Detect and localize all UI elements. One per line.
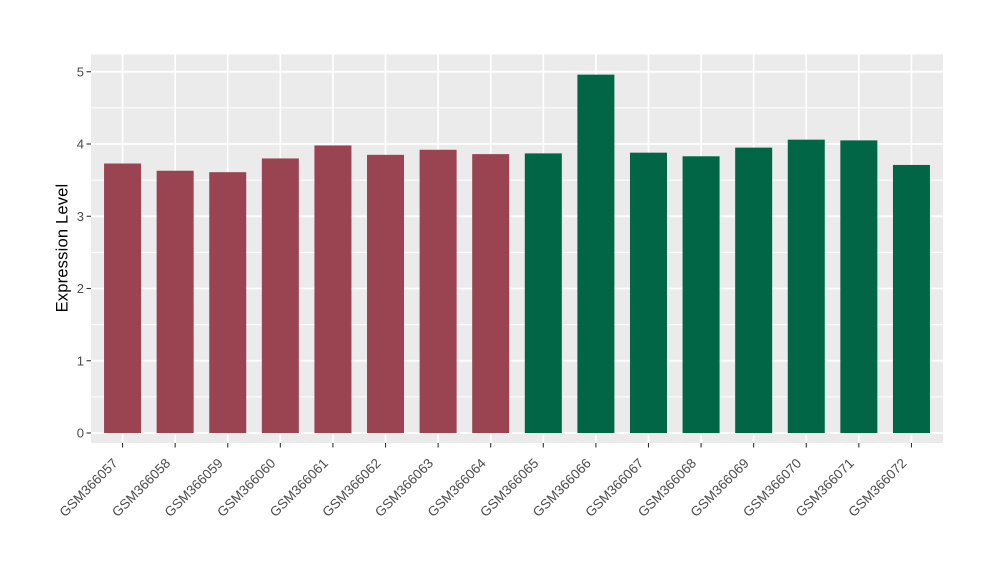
bar-GSM366068 xyxy=(682,156,720,433)
y-tick-label: 3 xyxy=(77,209,84,224)
bar-GSM366066 xyxy=(577,74,615,433)
bar-GSM366059 xyxy=(209,172,247,434)
y-tick-label: 5 xyxy=(77,64,84,79)
bar-GSM366072 xyxy=(892,164,930,433)
bar-GSM366057 xyxy=(104,163,142,433)
bar-GSM366069 xyxy=(735,147,773,434)
bar-GSM366061 xyxy=(314,145,352,433)
bar-GSM366067 xyxy=(629,152,667,434)
bar-GSM366062 xyxy=(367,154,405,433)
bar-GSM366060 xyxy=(261,158,299,433)
bar-GSM366064 xyxy=(472,154,510,434)
y-tick-label: 4 xyxy=(77,137,84,152)
y-axis-title: Expression Level xyxy=(53,183,72,313)
bar-GSM366063 xyxy=(419,149,457,433)
y-tick-label: 1 xyxy=(77,353,84,368)
bar-GSM366065 xyxy=(524,153,562,433)
y-tick-label: 2 xyxy=(77,281,84,296)
bar-GSM366070 xyxy=(787,139,825,434)
bar-GSM366058 xyxy=(156,170,194,434)
bar-GSM366071 xyxy=(840,140,878,433)
y-tick-label: 0 xyxy=(77,426,84,441)
